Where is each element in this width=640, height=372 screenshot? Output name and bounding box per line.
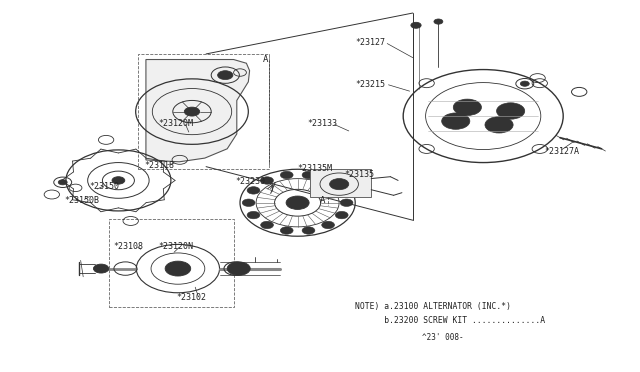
Circle shape	[280, 171, 293, 179]
Text: *23135M: *23135M	[297, 164, 332, 173]
Text: *23102: *23102	[176, 293, 206, 302]
Circle shape	[453, 99, 481, 115]
Bar	[138, 54, 269, 169]
Text: *23120M: *23120M	[159, 119, 194, 128]
Text: *23133: *23133	[307, 119, 337, 128]
Circle shape	[243, 199, 255, 206]
Circle shape	[322, 177, 335, 184]
Circle shape	[322, 221, 335, 229]
Circle shape	[227, 262, 250, 275]
Text: *23135: *23135	[344, 170, 374, 179]
Circle shape	[340, 199, 353, 206]
Circle shape	[165, 261, 191, 276]
Circle shape	[442, 113, 470, 129]
Text: A: A	[320, 196, 325, 205]
Circle shape	[302, 227, 315, 234]
Text: *23127: *23127	[355, 38, 385, 47]
Circle shape	[58, 180, 67, 185]
Circle shape	[411, 22, 421, 28]
Text: *23150: *23150	[90, 182, 120, 190]
Text: *23127A: *23127A	[544, 147, 579, 156]
Text: *23118: *23118	[144, 161, 174, 170]
Circle shape	[335, 187, 348, 194]
Circle shape	[112, 177, 125, 184]
Circle shape	[93, 264, 109, 273]
Bar	[109, 219, 234, 307]
Circle shape	[184, 107, 200, 116]
Text: ^23' 008-: ^23' 008-	[422, 333, 464, 342]
Polygon shape	[146, 60, 250, 162]
Circle shape	[330, 179, 349, 190]
Circle shape	[247, 211, 260, 219]
Circle shape	[335, 211, 348, 219]
Text: *23215: *23215	[355, 80, 385, 89]
Circle shape	[280, 227, 293, 234]
Text: *23108: *23108	[113, 242, 143, 251]
Circle shape	[230, 265, 241, 272]
Text: *23150B: *23150B	[64, 196, 99, 205]
Circle shape	[247, 187, 260, 194]
Circle shape	[485, 117, 513, 133]
Circle shape	[434, 19, 443, 24]
Circle shape	[520, 81, 529, 86]
Circle shape	[260, 177, 273, 184]
Circle shape	[497, 103, 525, 119]
Text: A: A	[262, 55, 268, 64]
Text: *23230: *23230	[236, 177, 266, 186]
Circle shape	[302, 171, 315, 179]
Text: *23120N: *23120N	[159, 242, 194, 251]
Circle shape	[286, 196, 309, 209]
Text: b.23200 SCREW KIT ..............A: b.23200 SCREW KIT ..............A	[355, 316, 545, 325]
Circle shape	[260, 221, 273, 229]
Polygon shape	[310, 169, 371, 197]
Circle shape	[218, 71, 233, 80]
Text: NOTE) a.23100 ALTERNATOR (INC.*): NOTE) a.23100 ALTERNATOR (INC.*)	[355, 302, 511, 311]
